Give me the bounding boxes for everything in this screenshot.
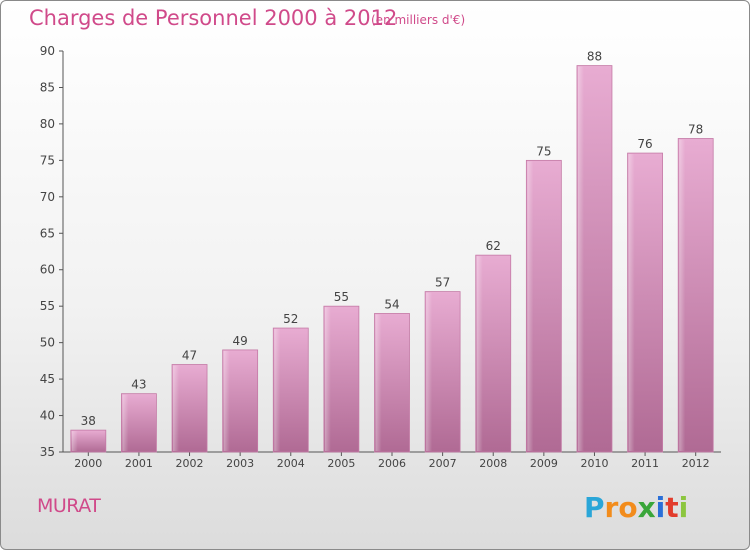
proxiti-logo: Proxiti xyxy=(584,491,688,524)
bar-highlight xyxy=(527,161,534,451)
x-tick-label: 2012 xyxy=(682,457,710,470)
x-tick-label: 2005 xyxy=(327,457,355,470)
data-label: 54 xyxy=(384,297,399,311)
logo-letter: i xyxy=(655,491,666,524)
bar-highlight xyxy=(679,139,686,451)
x-tick-label: 2009 xyxy=(530,457,558,470)
bar-highlight xyxy=(426,292,433,451)
y-tick-label: 50 xyxy=(40,336,55,350)
y-tick-label: 80 xyxy=(40,117,55,131)
y-tick-label: 65 xyxy=(40,226,55,240)
data-label: 57 xyxy=(435,276,450,290)
logo-letter: P xyxy=(584,491,605,524)
chart-axes: 35 40 45 50 55 60 65 70 75 80 85 90 2000 2001 2002 2003… xyxy=(40,44,721,470)
bar-highlight xyxy=(122,394,129,451)
bar-highlight xyxy=(274,329,281,451)
x-tick-label: 2010 xyxy=(580,457,608,470)
y-tick-label: 40 xyxy=(40,409,55,423)
data-label: 49 xyxy=(233,334,248,348)
x-tick-label: 2004 xyxy=(277,457,305,470)
data-label: 52 xyxy=(283,312,298,326)
data-label: 76 xyxy=(637,137,652,151)
y-tick-label: 60 xyxy=(40,263,55,277)
y-tick-label: 55 xyxy=(40,299,55,313)
logo-letter: i xyxy=(678,491,689,524)
bar-highlight xyxy=(628,154,635,451)
bar-highlight xyxy=(476,256,483,451)
data-label: 62 xyxy=(486,239,501,253)
y-tick-label: 35 xyxy=(40,445,55,459)
logo-letter: o xyxy=(618,491,638,524)
y-tick-label: 75 xyxy=(40,153,55,167)
data-label: 38 xyxy=(81,414,96,428)
x-tick-label: 2002 xyxy=(176,457,204,470)
logo-letter: r xyxy=(604,491,619,524)
place-name: MURAT xyxy=(37,495,101,517)
x-tick-label: 2000 xyxy=(74,457,102,470)
data-label: 55 xyxy=(334,290,349,304)
y-tick-label: 70 xyxy=(40,190,55,204)
y-tick-label: 45 xyxy=(40,372,55,386)
data-label: 88 xyxy=(587,50,602,64)
chart-title: Charges de Personnel 2000 à 2012 xyxy=(29,6,398,30)
logo-letter: x xyxy=(637,491,656,524)
bar-highlight xyxy=(324,307,331,451)
x-tick-label: 2008 xyxy=(479,457,507,470)
y-tick-label: 85 xyxy=(40,80,55,94)
bar-highlight xyxy=(71,431,78,451)
data-label: 75 xyxy=(536,144,551,158)
bar-highlight xyxy=(223,350,230,451)
bar-highlight xyxy=(577,66,584,451)
logo-letter: t xyxy=(665,491,679,524)
x-tick-label: 2003 xyxy=(226,457,254,470)
bar-highlight xyxy=(173,365,180,451)
x-tick-label: 2001 xyxy=(125,457,153,470)
chart-subtitle: (en milliers d'€) xyxy=(371,13,466,27)
chart-bars xyxy=(70,65,714,453)
x-tick-label: 2007 xyxy=(429,457,457,470)
data-label: 43 xyxy=(131,378,146,392)
chart-data-labels: 38 43 47 49 52 55 54 57 62 75 88 76 78 xyxy=(81,50,704,429)
data-label: 47 xyxy=(182,349,197,363)
bar-highlight xyxy=(375,314,382,451)
x-tick-label: 2006 xyxy=(378,457,406,470)
y-tick-label: 90 xyxy=(40,44,55,58)
bar xyxy=(70,429,107,453)
x-tick-label: 2011 xyxy=(631,457,659,470)
data-label: 78 xyxy=(688,122,703,136)
